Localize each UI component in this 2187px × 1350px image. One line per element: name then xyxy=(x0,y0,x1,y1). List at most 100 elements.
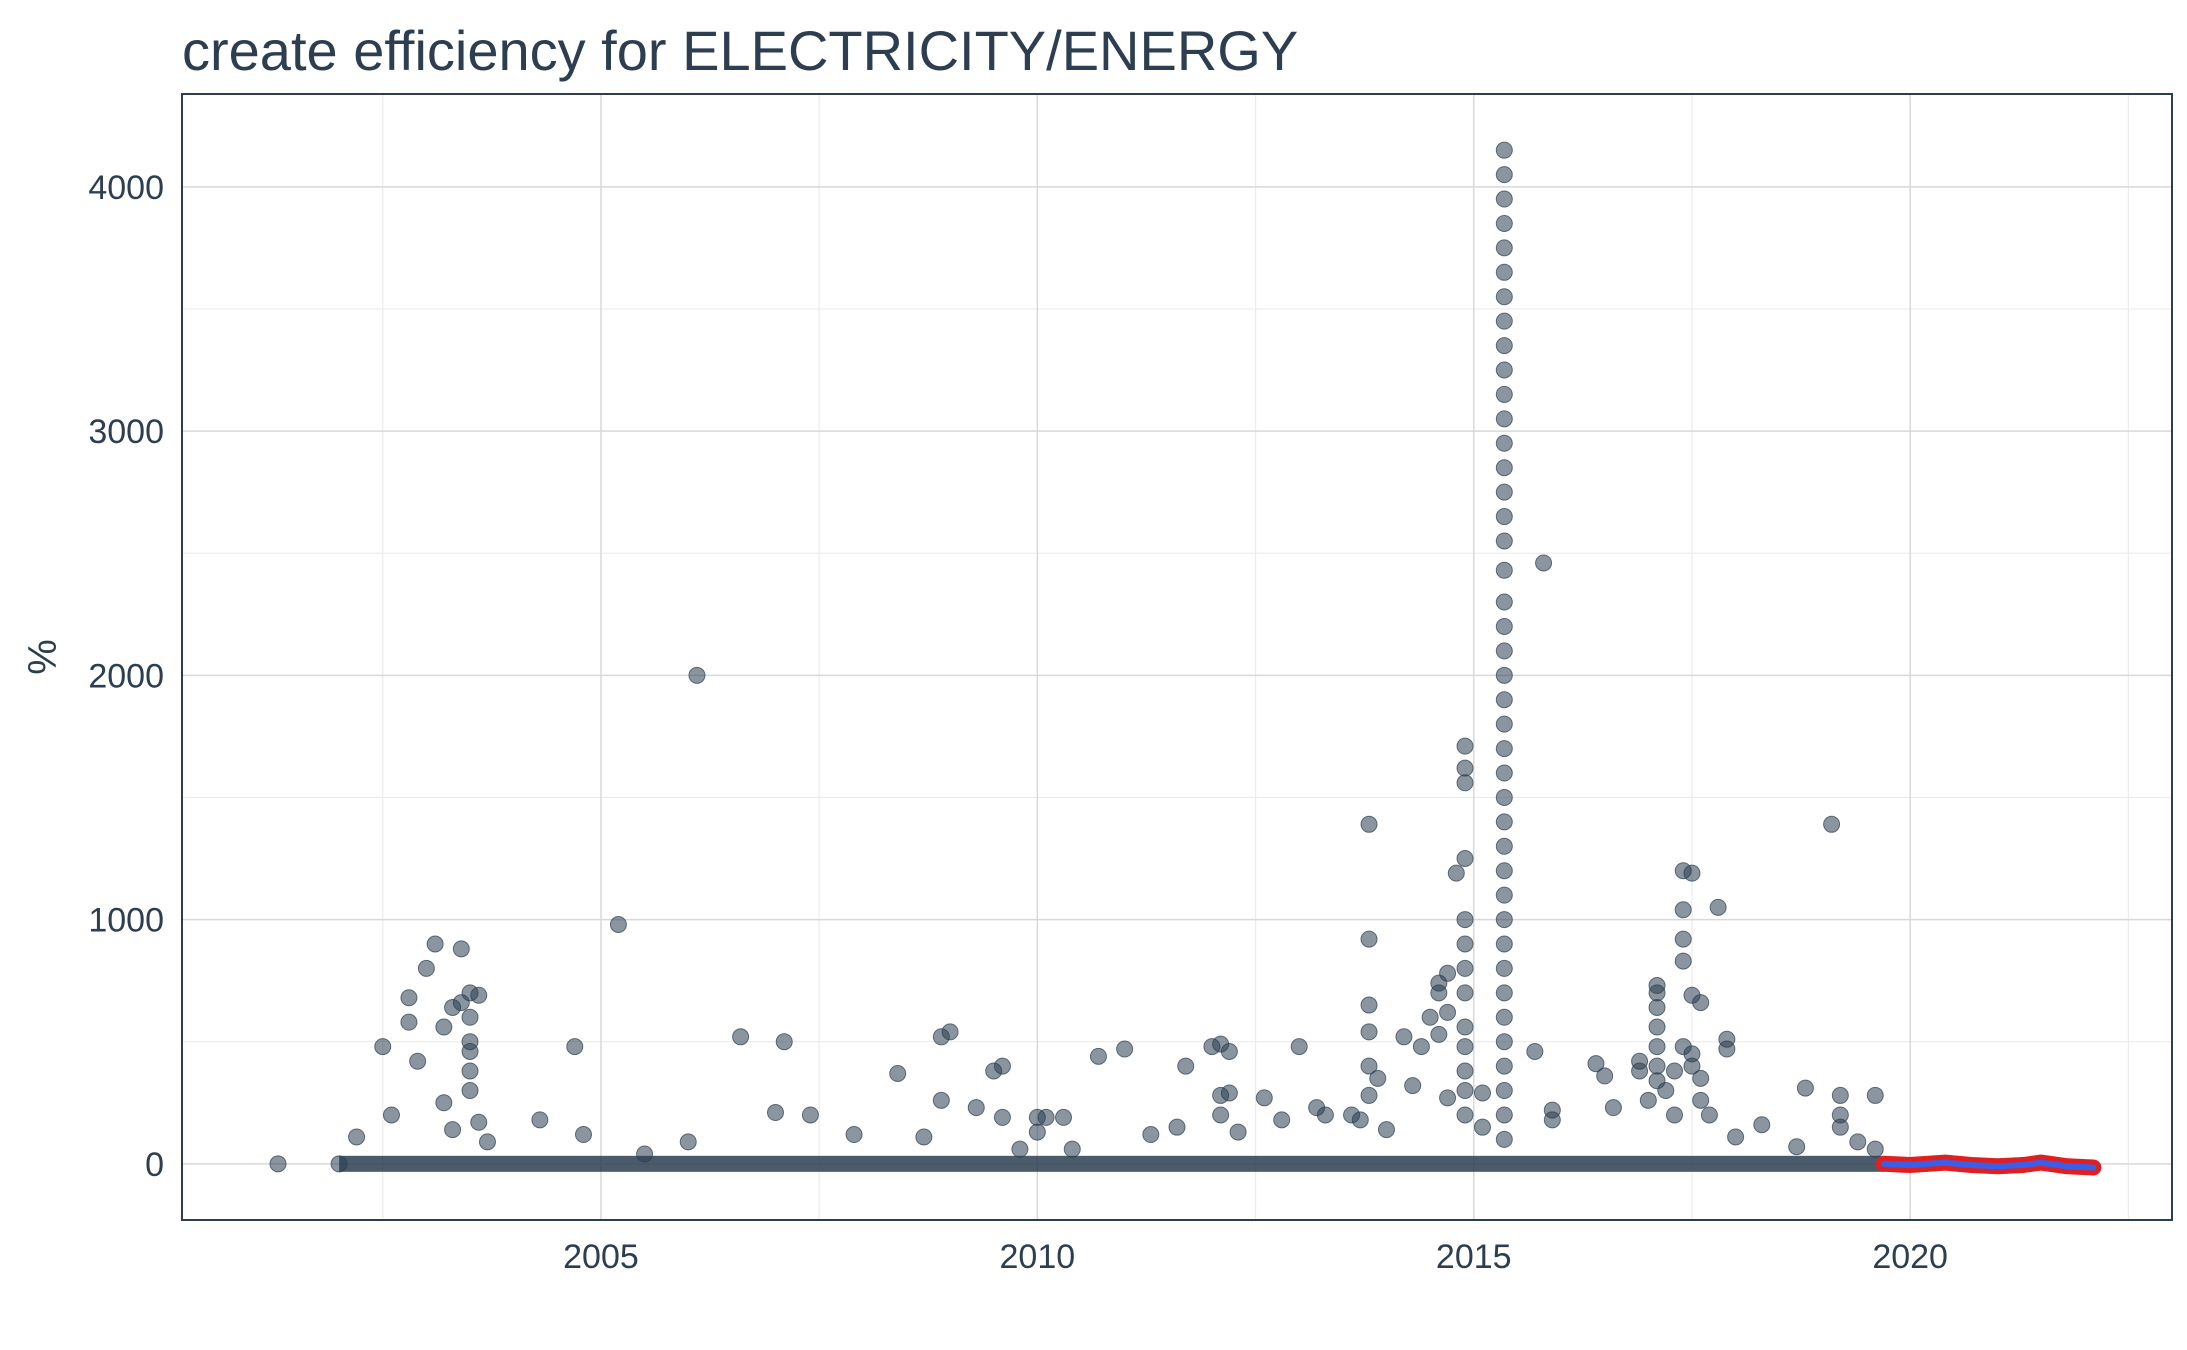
data-point xyxy=(1692,1069,1710,1087)
data-point xyxy=(1421,1008,1439,1026)
grid-lines xyxy=(182,94,2172,1220)
data-point xyxy=(1495,214,1513,232)
data-point xyxy=(1456,1062,1474,1080)
data-point xyxy=(679,1133,697,1151)
data-point xyxy=(1404,1077,1422,1095)
data-point xyxy=(478,1133,496,1151)
data-point xyxy=(1495,459,1513,477)
data-point xyxy=(1456,737,1474,755)
data-point xyxy=(1430,1025,1448,1043)
data-point xyxy=(1831,1086,1849,1104)
data-point xyxy=(1456,850,1474,868)
data-point xyxy=(1028,1123,1046,1141)
data-point xyxy=(1796,1079,1814,1097)
data-point xyxy=(1055,1108,1073,1126)
data-point xyxy=(374,1038,392,1056)
data-point xyxy=(1495,1106,1513,1124)
data-point xyxy=(1011,1140,1029,1158)
data-point xyxy=(1212,1106,1230,1124)
data-point xyxy=(1495,642,1513,660)
data-point xyxy=(1369,1069,1387,1087)
data-point xyxy=(1495,764,1513,782)
data-point xyxy=(1495,813,1513,831)
x-tick-label: 2010 xyxy=(1000,1238,1076,1276)
data-point xyxy=(1700,1106,1718,1124)
data-point xyxy=(1495,862,1513,880)
data-point xyxy=(1351,1111,1369,1129)
data-point xyxy=(1495,1033,1513,1051)
data-point xyxy=(1439,1003,1457,1021)
data-point xyxy=(1229,1123,1247,1141)
data-point xyxy=(993,1108,1011,1126)
y-tick-label: 4000 xyxy=(88,169,164,207)
data-point xyxy=(269,1155,287,1173)
data-point xyxy=(452,940,470,958)
data-point xyxy=(1849,1133,1867,1151)
data-point xyxy=(1456,1106,1474,1124)
data-point xyxy=(461,1008,479,1026)
data-point xyxy=(1648,984,1666,1002)
data-point xyxy=(889,1064,907,1082)
data-point xyxy=(1395,1028,1413,1046)
data-point xyxy=(1456,959,1474,977)
data-point xyxy=(1648,999,1666,1017)
data-point xyxy=(444,1121,462,1139)
data-point xyxy=(1447,864,1465,882)
data-point xyxy=(1495,593,1513,611)
data-point xyxy=(1456,1038,1474,1056)
data-point xyxy=(1692,1091,1710,1109)
data-point xyxy=(409,1052,427,1070)
data-point xyxy=(1495,190,1513,208)
data-point xyxy=(1495,691,1513,709)
data-point xyxy=(1456,774,1474,792)
data-point xyxy=(1648,1057,1666,1075)
data-point xyxy=(1753,1116,1771,1134)
y-tick-label: 1000 xyxy=(88,902,164,940)
data-point xyxy=(1718,1030,1736,1048)
data-point xyxy=(1273,1111,1291,1129)
data-point xyxy=(1360,1057,1378,1075)
data-point xyxy=(1495,1008,1513,1026)
data-point xyxy=(1683,1057,1701,1075)
data-point xyxy=(1709,898,1727,916)
data-point xyxy=(1495,1130,1513,1148)
data-point xyxy=(382,1106,400,1124)
data-point xyxy=(941,1023,959,1041)
data-point xyxy=(1495,837,1513,855)
data-point xyxy=(1495,312,1513,330)
data-point xyxy=(1456,935,1474,953)
data-point xyxy=(1674,930,1692,948)
data-point xyxy=(1430,974,1448,992)
data-point xyxy=(1177,1057,1195,1075)
data-point xyxy=(1495,263,1513,281)
data-point xyxy=(1360,815,1378,833)
data-point xyxy=(1495,166,1513,184)
data-point xyxy=(426,935,444,953)
data-point xyxy=(801,1106,819,1124)
data-point xyxy=(1495,1057,1513,1075)
x-tick-label: 2005 xyxy=(563,1238,639,1276)
data-point xyxy=(1473,1084,1491,1102)
data-point xyxy=(1495,141,1513,159)
data-point xyxy=(1360,1086,1378,1104)
data-point xyxy=(967,1099,985,1117)
y-axis-title: % xyxy=(21,639,65,675)
data-point xyxy=(609,915,627,933)
data-point xyxy=(1495,410,1513,428)
data-point xyxy=(1495,1082,1513,1100)
data-point xyxy=(1360,930,1378,948)
data-point xyxy=(1666,1062,1683,1080)
data-point xyxy=(461,1082,479,1100)
data-point xyxy=(470,1113,488,1131)
data-point xyxy=(1377,1121,1395,1139)
data-point xyxy=(1587,1055,1605,1073)
x-tick-label: 2020 xyxy=(1872,1238,1948,1276)
data-point xyxy=(1116,1040,1134,1058)
data-point xyxy=(1495,483,1513,501)
data-point xyxy=(1495,385,1513,403)
data-point xyxy=(348,1128,366,1146)
data-point xyxy=(1495,337,1513,355)
data-point xyxy=(636,1145,654,1163)
data-point xyxy=(1495,434,1513,452)
data-point xyxy=(1596,1067,1614,1085)
